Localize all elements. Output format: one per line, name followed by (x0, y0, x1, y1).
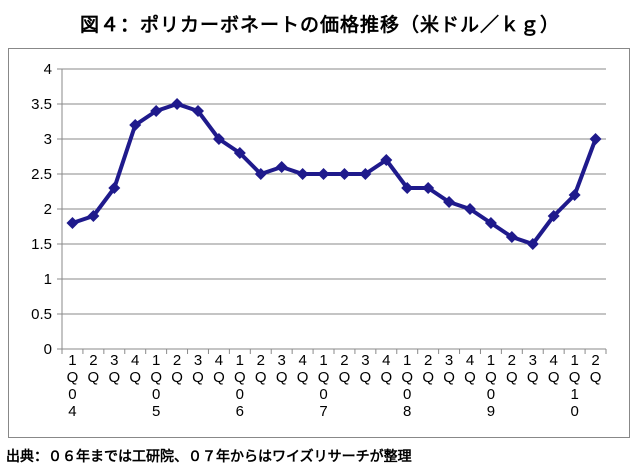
data-point-marker (275, 161, 288, 173)
gridlines (62, 68, 606, 350)
y-tick-label: 3 (44, 131, 52, 148)
data-point-marker (359, 168, 372, 180)
data-point-marker (422, 182, 435, 194)
data-point-marker (464, 203, 476, 215)
data-point-marker (589, 133, 602, 145)
data-point-marker (484, 217, 497, 229)
data-point-marker (108, 182, 121, 194)
data-point-marker (233, 147, 246, 159)
y-tick-label: 0 (44, 341, 52, 358)
data-point-marker (66, 217, 79, 229)
y-tick-label: 0.5 (31, 306, 52, 323)
data-point-marker (317, 168, 330, 180)
data-point-marker (254, 168, 267, 180)
axes (57, 68, 607, 354)
line-chart: 00.511.522.533.54 1 Q 0 42 Q3 Q4 Q1 Q 0 52 Q3 Q4 Q1 Q… (31, 61, 607, 420)
data-point-marker (87, 210, 100, 222)
data-point-marker (150, 105, 163, 117)
data-point-marker (338, 168, 351, 180)
y-tick-label: 2 (44, 201, 52, 218)
y-tick-label: 2.5 (31, 166, 52, 183)
data-point-marker (380, 154, 393, 166)
data-point-marker (212, 133, 225, 145)
data-point-marker (129, 119, 142, 131)
y-tick-labels: 0 0.5 1 1.5 2 2.5 3 3.5 4 (31, 61, 52, 358)
chart-title: 図４：ポリカーボネートの価格推移（米ドル／ｋｇ） (79, 14, 560, 36)
y-tick-label: 1.5 (31, 236, 52, 253)
data-point-marker (171, 98, 184, 110)
data-point-marker (443, 196, 456, 208)
source-note: 出典：０６年までは工研院、０７年からはワイズリサーチが整理 (6, 449, 412, 465)
x-tick-labels: 1 Q 0 42 Q3 Q4 Q1 Q 0 52 Q3 Q4 Q1 Q 0 62 Q3 Q4 Q1 Q 0 72 Q3 Q4 Q… (67, 352, 602, 420)
data-point-marker (526, 238, 539, 250)
data-point-marker (568, 189, 581, 201)
y-tick-label: 1 (44, 271, 52, 288)
series (66, 98, 602, 250)
y-tick-label: 4 (44, 61, 52, 78)
data-point-marker (192, 105, 204, 117)
data-point-marker (505, 231, 518, 243)
data-point-marker (547, 210, 560, 222)
y-tick-label: 3.5 (31, 96, 52, 113)
data-point-marker (401, 182, 414, 194)
data-point-marker (296, 168, 309, 180)
